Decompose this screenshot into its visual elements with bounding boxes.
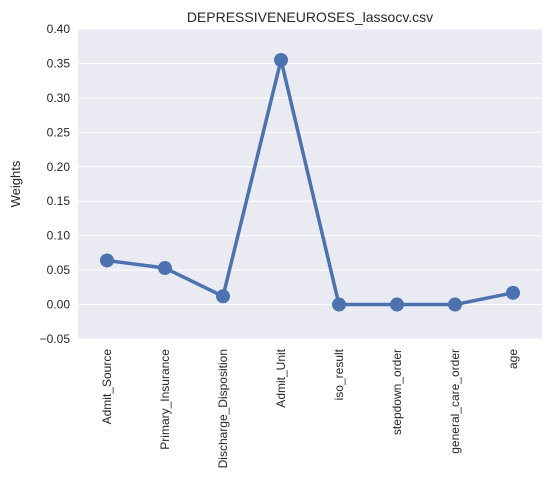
y-tick-label: 0.15	[47, 194, 71, 208]
x-tick-label: Discharge_Disposition	[216, 349, 230, 468]
y-tick-label: 0.30	[47, 91, 71, 105]
data-point	[274, 53, 288, 67]
data-point	[216, 289, 230, 304]
y-tick-label: 0.00	[47, 298, 71, 312]
data-point	[158, 261, 172, 276]
gridlines	[78, 28, 542, 340]
y-tick-label: 0.25	[47, 125, 71, 139]
x-axis-ticks: Admit_Source Primary_Insurance Discharge_D…	[100, 348, 520, 468]
data-point	[506, 285, 520, 300]
x-tick-label: general_care_order	[448, 349, 462, 454]
series-line	[105, 58, 515, 307]
data-point	[332, 297, 346, 312]
x-tick-label: Primary_Insurance	[158, 349, 172, 450]
data-point	[100, 253, 114, 268]
data-point	[448, 297, 462, 312]
x-tick-label: stepdown_order	[390, 349, 404, 435]
x-tick-label: Admit_Source	[100, 349, 114, 425]
y-tick-label: 0.20	[47, 160, 71, 174]
data-point	[390, 297, 404, 312]
y-tick-label: 0.35	[47, 56, 71, 70]
y-tick-label: 0.05	[47, 263, 71, 277]
y-tick-label: 0.10	[47, 229, 71, 243]
x-tick-label: age	[506, 349, 520, 369]
chart-title: DEPRESSIVENEUROSES_lassocv.csv	[187, 9, 433, 25]
series-weights	[100, 53, 520, 312]
x-tick-label: Admit_Unit	[274, 348, 288, 407]
y-tick-label: −0.05	[40, 332, 71, 346]
y-axis-title: Weights	[8, 160, 23, 207]
x-tick-label: iso_result	[332, 348, 346, 400]
y-axis-ticks: −0.05 0.00 0.05 0.10 0.15 0.20 0.25 0.30 0.35 0.4…	[40, 22, 71, 346]
y-tick-label: 0.40	[47, 22, 71, 36]
